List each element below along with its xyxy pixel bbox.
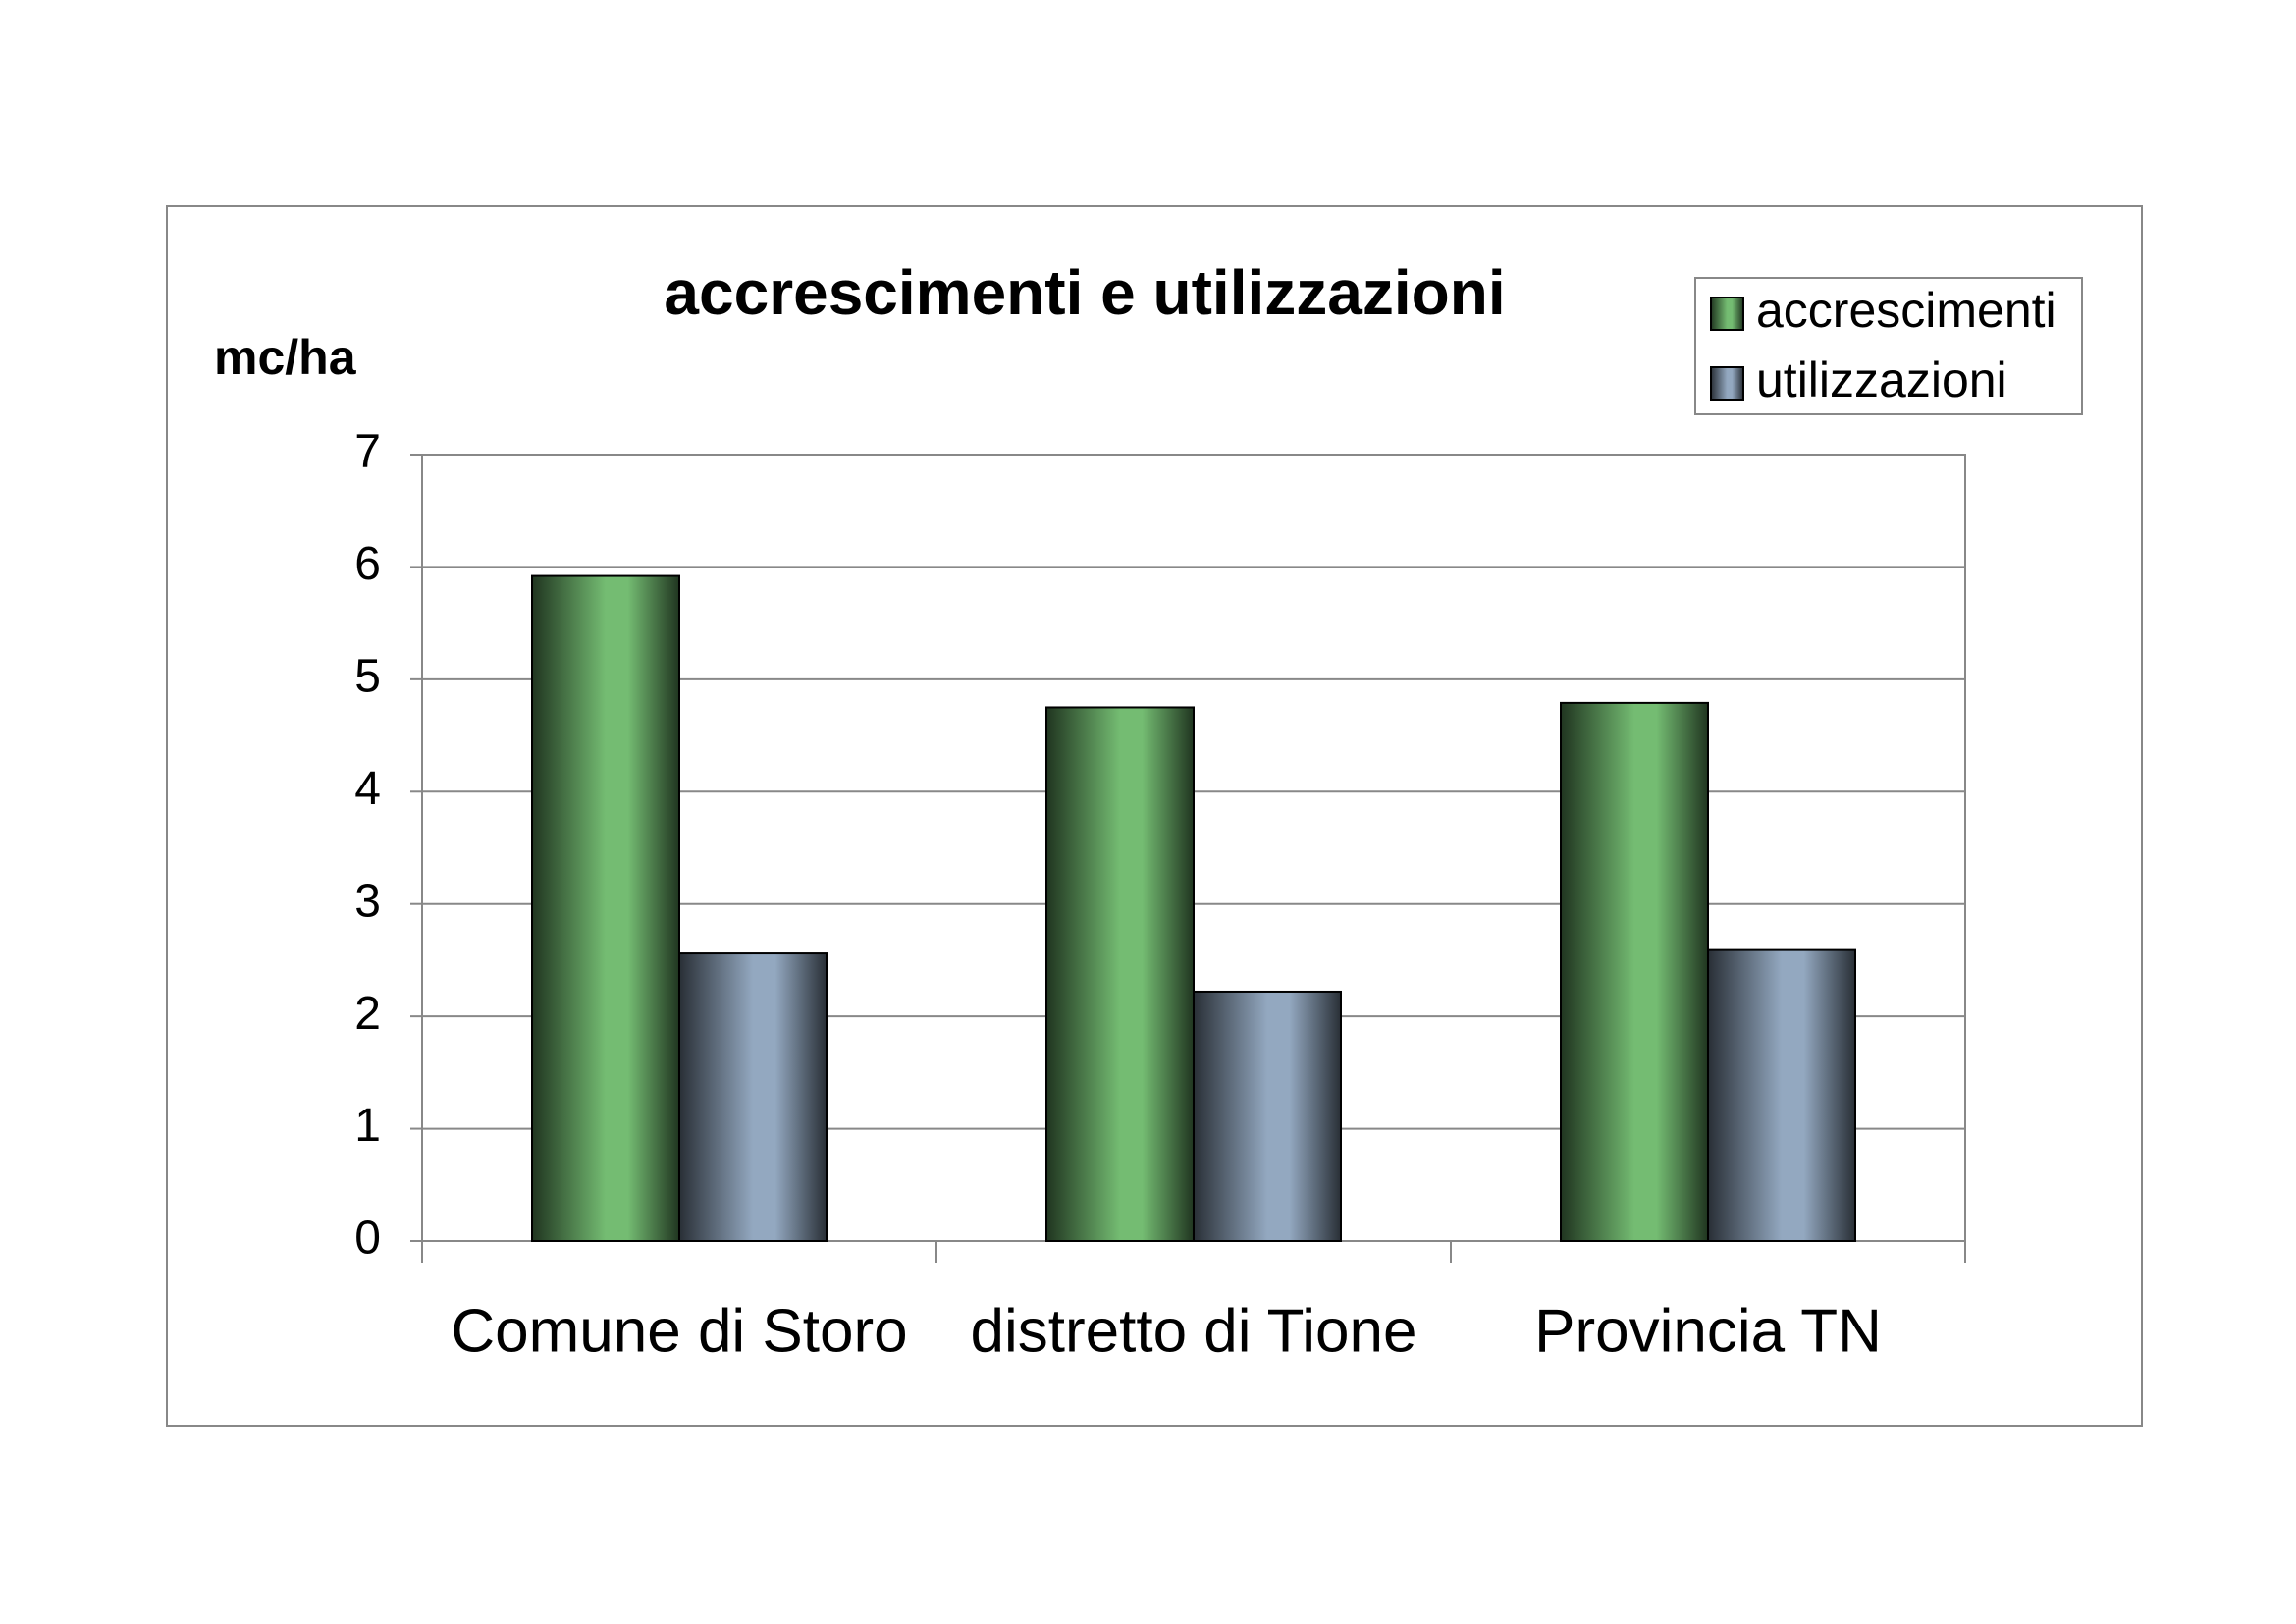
- x-tick-label: Provincia TN: [1534, 1297, 1882, 1365]
- y-tick-label: 6: [354, 538, 381, 590]
- y-tick-label: 4: [354, 763, 381, 815]
- x-tick-label: Comune di Storo: [451, 1297, 907, 1365]
- bar: [1045, 706, 1195, 1242]
- bar: [678, 952, 828, 1242]
- bar: [531, 574, 680, 1242]
- bar: [1193, 990, 1342, 1242]
- legend-swatch: [1710, 297, 1744, 331]
- bar: [1707, 948, 1856, 1242]
- y-tick-label: 5: [354, 651, 381, 703]
- y-tick-label: 0: [354, 1213, 381, 1265]
- y-tick-label: 7: [354, 426, 381, 478]
- y-tick-label: 2: [354, 988, 381, 1040]
- x-tick-label: distretto di Tione: [971, 1297, 1417, 1365]
- y-tick-label: 1: [354, 1100, 381, 1152]
- y-tick-label: 3: [354, 875, 381, 927]
- legend-label: accrescimenti: [1756, 283, 2056, 338]
- legend-label: utilizzazioni: [1756, 352, 2007, 407]
- bar: [1560, 701, 1709, 1242]
- y-axis-label: mc/ha: [214, 330, 357, 385]
- chart-title: accrescimenti e utilizzazioni: [664, 257, 1505, 328]
- legend-swatch: [1710, 366, 1744, 401]
- legend-box: [1694, 277, 2083, 415]
